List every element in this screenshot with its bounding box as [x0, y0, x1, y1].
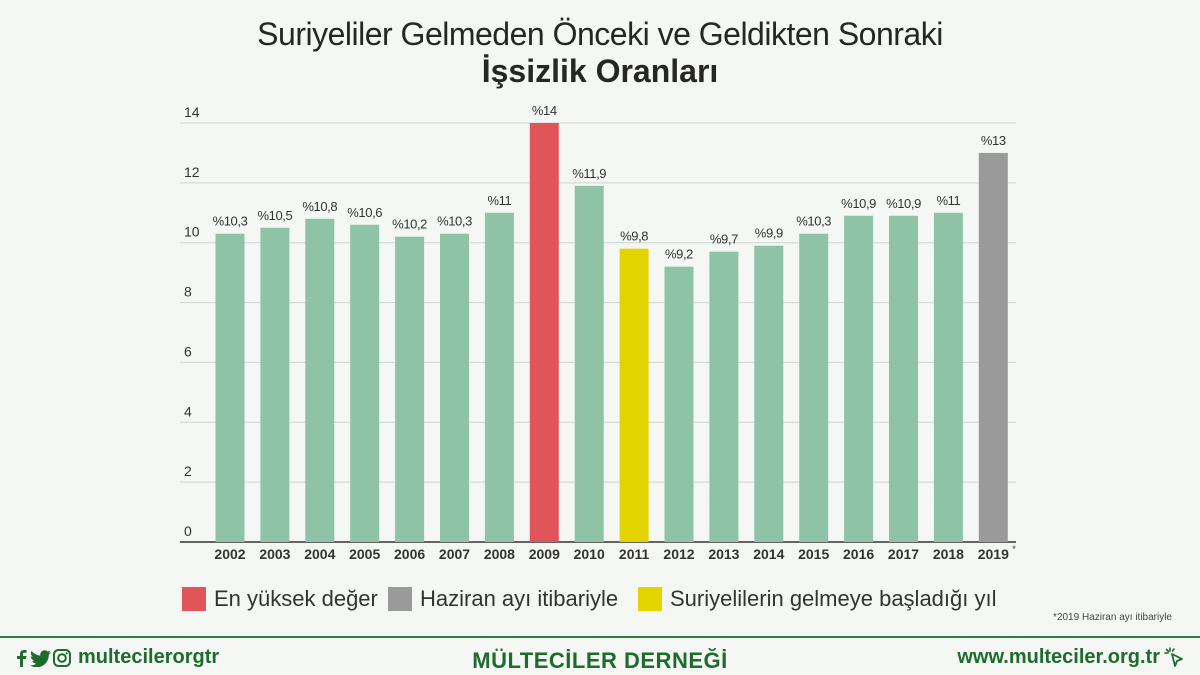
y-tick-label: 6: [184, 343, 192, 359]
bar: [754, 245, 784, 542]
instagram-icon[interactable]: [52, 648, 72, 668]
x-tick-label: 2008: [484, 546, 515, 562]
data-label: %10,3: [213, 214, 248, 229]
bar: [799, 233, 829, 542]
bar: [440, 233, 469, 542]
y-tick-label: 14: [184, 104, 200, 120]
chart-title-line-1: Suriyeliler Gelmeden Önceki ve Geldikten…: [257, 16, 943, 52]
y-tick-label: 8: [184, 284, 192, 300]
footer-social[interactable]: multecilerorgtr: [14, 646, 219, 669]
data-label: %11,9: [572, 166, 606, 181]
x-tick-label: 2006: [394, 546, 425, 562]
chart-title-line-2: İşsizlik Oranları: [481, 53, 719, 89]
data-label: %10,6: [347, 205, 382, 220]
legend-swatch-june: [388, 587, 412, 611]
data-label: %10,9: [886, 196, 921, 211]
bar: [215, 233, 245, 542]
bar: [395, 236, 425, 542]
bar: [305, 218, 335, 542]
data-label: %9,8: [620, 229, 648, 244]
data-label: %10,9: [841, 196, 876, 211]
bar: [484, 212, 514, 543]
legend-swatch-highest: [182, 587, 206, 611]
y-tick-label: 0: [184, 523, 192, 539]
x-tick-label: 2012: [663, 546, 694, 562]
x-tick-label: 2019: [978, 546, 1009, 562]
social-handle[interactable]: multecilerorgtr: [78, 646, 220, 668]
data-label: %9,9: [755, 226, 783, 241]
org-name: MÜLTECİLER DERNEĞİ: [472, 648, 728, 673]
data-label: %10,8: [302, 199, 337, 214]
bar: [619, 248, 649, 542]
legend-swatch-syrian-start: [638, 587, 662, 611]
bar: [889, 215, 918, 542]
footer-divider: [0, 636, 1200, 638]
bar: [350, 224, 380, 542]
cursor-click-icon: [1164, 646, 1183, 667]
bar: [844, 215, 874, 542]
legend-item-syrian-start: Suriyelilerin gelmeye başladığı yıl: [638, 586, 997, 612]
facebook-icon[interactable]: [14, 649, 30, 667]
x-tick-label: 2016: [843, 546, 874, 562]
y-tick-label: 2: [184, 463, 192, 479]
footnote: *2019 Haziran ayı itibariyle: [1053, 612, 1172, 623]
chart-title: Suriyeliler Gelmeden Önceki ve Geldikten…: [0, 16, 1200, 90]
website-text[interactable]: www.multeciler.org.tr: [957, 646, 1160, 668]
x-tick-label: 2003: [259, 546, 290, 562]
data-label: %11: [487, 193, 511, 208]
data-label: %10,3: [796, 214, 831, 229]
data-label: %10,5: [257, 208, 292, 223]
bar: [664, 266, 694, 542]
data-label: %14: [532, 103, 557, 118]
bar: [709, 251, 739, 542]
website-link[interactable]: www.multeciler.org.tr: [957, 646, 1186, 669]
bar: [574, 185, 604, 542]
y-tick-label: 10: [184, 224, 200, 240]
legend-label-syrian-start: Suriyelilerin gelmeye başladığı yıl: [670, 586, 997, 611]
data-label: %10,2: [392, 217, 427, 232]
x-tick-label: 2018: [933, 546, 964, 562]
footer: multecilerorgtr MÜLTECİLER DERNEĞİ www.m…: [0, 640, 1200, 675]
bar: [978, 152, 1008, 542]
x-tick-label: 2013: [708, 546, 739, 562]
x-tick-label: 2005: [349, 546, 380, 562]
legend-label-highest: En yüksek değer: [214, 586, 378, 611]
bar: [529, 123, 559, 542]
x-tick-label: 2004: [304, 546, 335, 562]
x-tick-marker: *: [1012, 544, 1016, 554]
data-label: %10,3: [437, 214, 472, 229]
x-tick-label: 2010: [574, 546, 605, 562]
x-tick-label: 2014: [753, 546, 784, 562]
x-tick-label: 2002: [214, 546, 245, 562]
bar: [260, 227, 290, 542]
x-tick-label: 2015: [798, 546, 829, 562]
y-tick-label: 4: [184, 403, 192, 419]
x-tick-label: 2017: [888, 546, 919, 562]
data-label: %9,2: [665, 247, 693, 262]
legend-label-june: Haziran ayı itibariyle: [420, 586, 619, 611]
data-label: %9,7: [710, 232, 738, 247]
x-tick-label: 2007: [439, 546, 470, 562]
twitter-icon[interactable]: [30, 649, 52, 667]
data-label: %13: [981, 133, 1006, 148]
legend: En yüksek değer Haziran ayı itibariyle S…: [0, 586, 1200, 616]
bar: [933, 212, 963, 543]
legend-item-highest: En yüksek değer: [182, 586, 378, 612]
y-tick-label: 12: [184, 164, 200, 180]
legend-item-june: Haziran ayı itibariyle: [388, 586, 618, 612]
data-label: %11: [936, 193, 960, 208]
x-tick-label: 2009: [529, 546, 560, 562]
x-tick-label: 2011: [619, 546, 650, 562]
